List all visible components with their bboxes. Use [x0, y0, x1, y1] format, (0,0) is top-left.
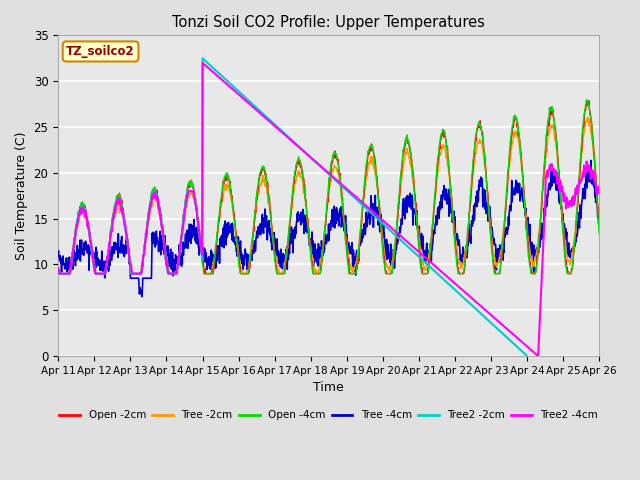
- Title: Tonzi Soil CO2 Profile: Upper Temperatures: Tonzi Soil CO2 Profile: Upper Temperatur…: [172, 15, 485, 30]
- Y-axis label: Soil Temperature (C): Soil Temperature (C): [15, 132, 28, 260]
- X-axis label: Time: Time: [314, 382, 344, 395]
- Legend: Open -2cm, Tree -2cm, Open -4cm, Tree -4cm, Tree2 -2cm, Tree2 -4cm: Open -2cm, Tree -2cm, Open -4cm, Tree -4…: [55, 406, 602, 425]
- Text: TZ_soilco2: TZ_soilco2: [67, 45, 135, 58]
